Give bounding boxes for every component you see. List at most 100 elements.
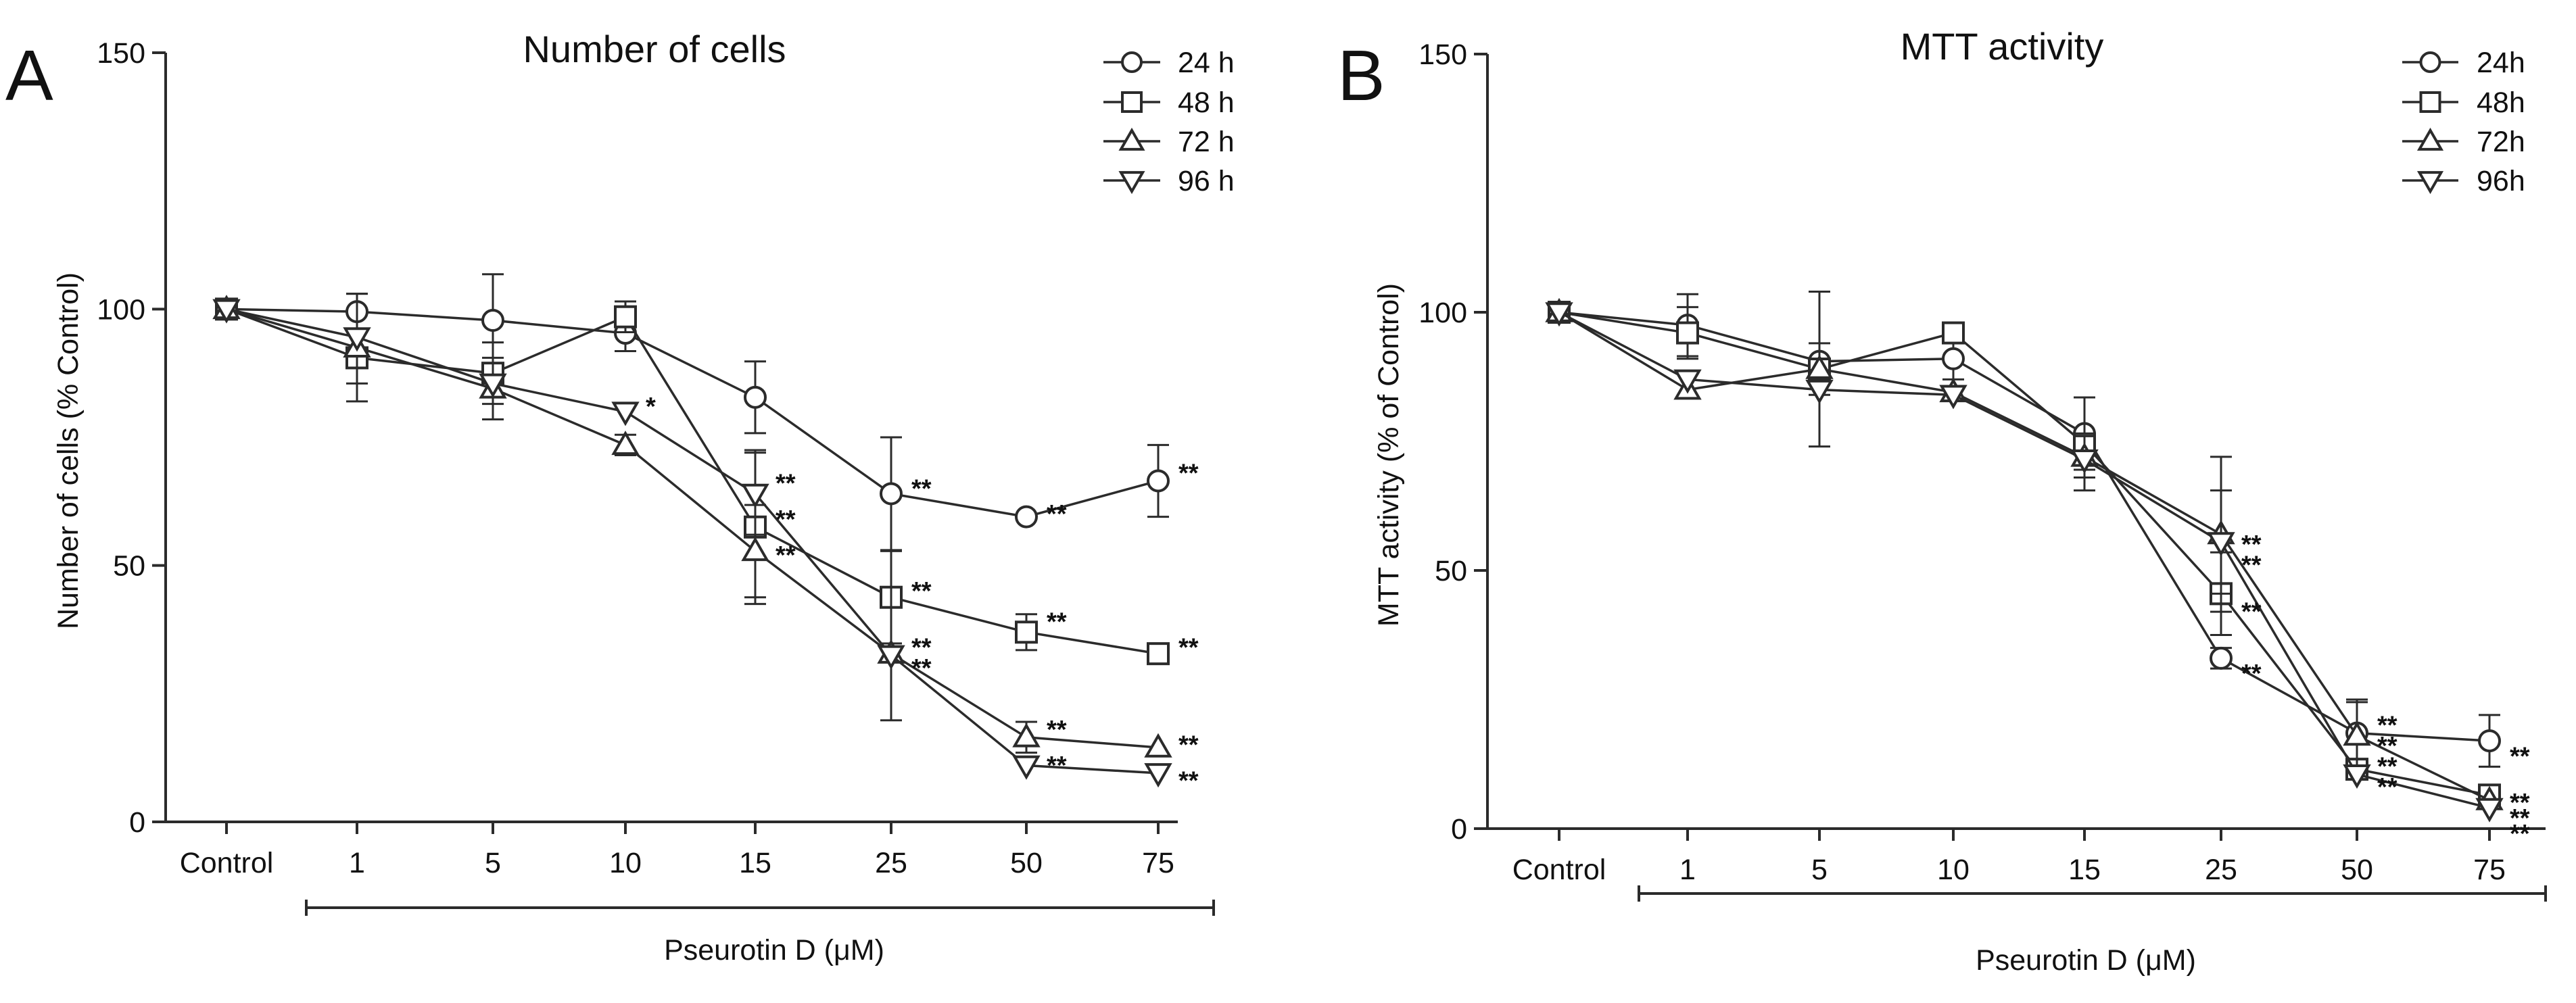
data-point [1015,505,1038,529]
legend-marker [1118,171,1145,195]
significance-mark: * [646,393,656,421]
series-24h [215,273,1170,552]
legend-marker [2419,51,2441,73]
data-point [2478,729,2501,753]
data-point [1942,347,1965,370]
data-point [1805,379,1834,404]
legend-marker [2416,127,2444,151]
significance-mark: ** [1178,633,1199,662]
panel-label: A [5,36,53,116]
significance-mark: ** [2510,789,2530,817]
significance-mark: ** [1178,767,1199,796]
significance-mark: ** [776,470,796,498]
significance-mark: ** [911,474,932,503]
series-line [226,308,1159,749]
data-point [744,385,767,409]
x-tick-label: 10 [1937,854,1970,886]
x-tick-label: 1 [349,847,365,879]
data-point [1545,302,1573,327]
y-tick-label: 150 [97,37,145,70]
data-point [741,483,769,508]
y-tick-label: 50 [113,550,145,583]
data-point [2343,764,2371,789]
legend-entry: 96 h [1103,165,1235,197]
x-tick-label: 5 [1811,854,1828,886]
series-line [226,308,1159,655]
legend-entry: 72 h [1103,126,1235,158]
x-tick-label: 50 [1010,847,1043,879]
significance-mark: ** [1047,752,1067,780]
data-point [1144,733,1172,758]
data-point [614,305,637,328]
x-axis-label: Pseurotin D (μM) [664,934,884,967]
legend-label: 96h [2477,165,2525,197]
y-axis-label: Number of cells (% Control) [52,272,85,629]
data-point [2343,721,2371,746]
x-tick-label: 5 [485,847,501,879]
data-point [611,401,640,426]
series-line [1558,311,2490,797]
data-point [1015,620,1038,644]
significance-mark: ** [776,541,796,570]
y-tick-label: 50 [1435,555,1467,587]
series-96h [212,299,1172,788]
legend-label: 24 h [1178,47,1235,79]
data-point [1942,321,1965,345]
series-line [226,308,1159,775]
data-point [1147,469,1170,493]
significance-mark: ** [2377,753,2398,781]
y-tick-label: 100 [97,293,145,326]
significance-mark: ** [2377,712,2398,740]
data-point [611,431,640,456]
significance-mark: ** [911,654,932,683]
data-point [1676,321,1699,345]
data-point [1147,642,1170,666]
data-point [1144,763,1172,788]
series-line [226,308,1159,518]
x-tick-label: 75 [2473,854,2506,886]
legend-marker [2419,91,2441,113]
legend-marker [1118,127,1145,151]
significance-mark: ** [2241,531,2262,559]
significance-mark: ** [1047,716,1067,744]
x-tick-label: 50 [2341,854,2373,886]
data-point [2070,449,2099,474]
x-axis-label: Pseurotin D (μM) [1976,944,2196,977]
significance-mark: ** [2377,773,2398,802]
x-tick-label: Control [180,847,274,879]
series-48h [215,297,1170,666]
legend-entry: 48h [2402,87,2525,119]
y-axis-label: MTT activity (% of Control) [1373,283,1405,627]
series-line [1558,311,2490,802]
legend-entry: 72h [2402,126,2525,158]
panel-label: B [1337,36,1385,116]
data-point [1012,723,1041,748]
chart-title: MTT activity [1901,25,2104,68]
y-tick-label: 100 [1418,297,1467,329]
legend-marker [1121,91,1143,113]
series-line [1558,311,2490,742]
x-tick-label: 10 [609,847,642,879]
legend-label: 48 h [1178,87,1235,119]
legend-label: 96 h [1178,165,1235,197]
significance-mark: ** [911,633,932,662]
x-tick-label: 75 [1142,847,1174,879]
y-tick-label: 0 [129,806,145,839]
legend-entry: 24 h [1103,47,1235,79]
significance-mark: ** [2510,804,2530,833]
significance-mark: ** [2377,732,2398,760]
x-tick-label: 25 [2205,854,2237,886]
data-point [741,537,769,562]
data-point [343,327,371,352]
data-point [880,482,903,506]
significance-mark: ** [2241,552,2262,580]
data-point [2207,532,2235,557]
significance-mark: ** [2510,820,2530,848]
legend-marker [1121,51,1143,73]
significance-mark: ** [2510,742,2530,770]
legend-label: 48h [2477,87,2525,119]
